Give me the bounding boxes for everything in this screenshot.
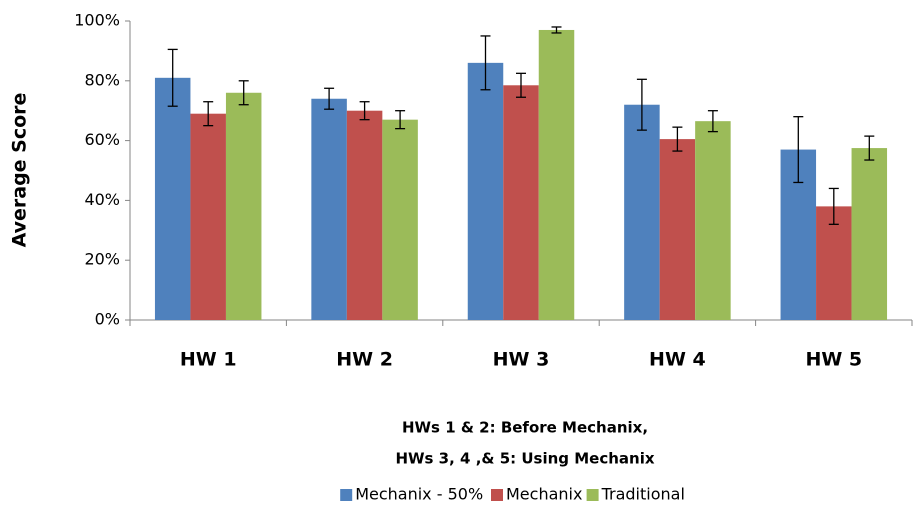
bar xyxy=(624,104,660,320)
legend-label: Traditional xyxy=(601,485,685,504)
x-tick-label: HW 2 xyxy=(336,349,393,371)
error-bar xyxy=(793,116,804,184)
bar xyxy=(154,77,191,320)
bar xyxy=(503,85,539,320)
error-bar xyxy=(480,35,491,91)
x-axis-label: HWs 3, 4 ,& 5: Using Mechanix xyxy=(395,450,654,468)
legend-swatch xyxy=(491,489,503,501)
x-tick-label: HW 1 xyxy=(180,349,237,371)
bar xyxy=(816,206,852,320)
error-bar xyxy=(636,78,647,131)
x-axis-label: HWs 1 & 2: Before Mechanix, xyxy=(402,419,648,437)
error-bar xyxy=(828,187,839,225)
y-tick-label: 0% xyxy=(95,310,120,329)
error-bar xyxy=(359,101,370,121)
bar xyxy=(851,148,888,320)
error-bar xyxy=(551,26,562,34)
y-tick-label: 100% xyxy=(74,11,120,30)
x-tick-label: HW 4 xyxy=(649,349,706,371)
legend-swatch xyxy=(586,489,599,501)
error-bar xyxy=(324,87,335,110)
error-bar xyxy=(167,48,178,107)
error-bar xyxy=(707,110,718,133)
error-bar xyxy=(203,101,214,127)
x-tick-label: HW 5 xyxy=(805,349,862,371)
y-axis-label: Average Score xyxy=(9,93,31,248)
x-tick-label: HW 3 xyxy=(493,349,550,371)
bar xyxy=(346,110,383,320)
bar xyxy=(382,119,418,320)
error-bar xyxy=(672,126,683,152)
bar xyxy=(225,92,262,320)
y-tick-label: 80% xyxy=(84,70,120,89)
error-bar xyxy=(395,110,406,130)
y-tick-label: 20% xyxy=(84,250,120,269)
bar xyxy=(311,98,347,321)
bar xyxy=(190,113,226,320)
bar xyxy=(659,139,696,320)
legend-label: Mechanix xyxy=(506,485,582,504)
bar xyxy=(538,29,575,320)
legend-swatch xyxy=(340,489,353,501)
bar xyxy=(695,121,731,320)
bar xyxy=(467,62,504,321)
error-bar xyxy=(516,72,526,98)
legend-label: Mechanix - 50% xyxy=(355,485,483,504)
error-bar xyxy=(238,80,249,106)
error-bar xyxy=(864,135,875,161)
y-tick-label: 40% xyxy=(84,190,120,209)
y-tick-label: 60% xyxy=(84,130,120,149)
